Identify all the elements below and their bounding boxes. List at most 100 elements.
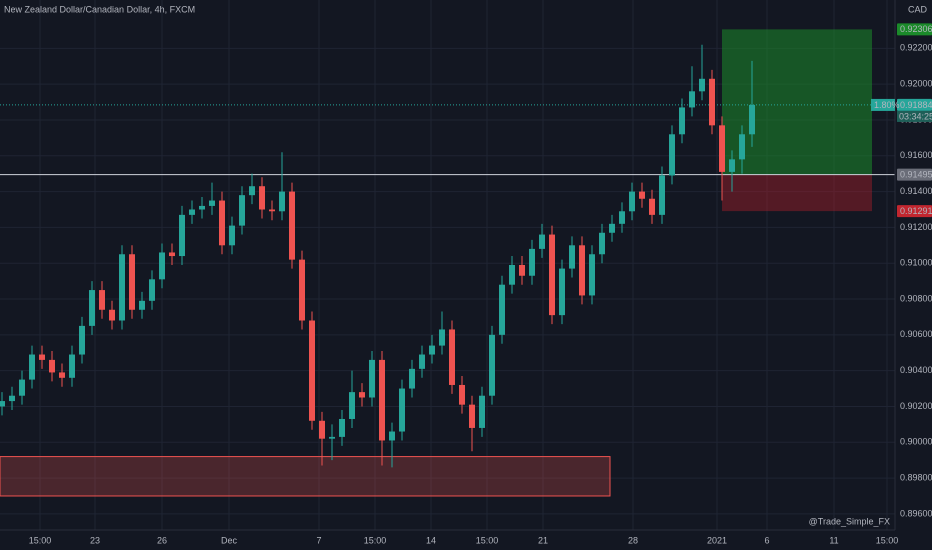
y-tick-label: 0.90400 [900, 365, 932, 375]
x-tick-label: 14 [426, 535, 436, 545]
x-tick-label: 15:00 [476, 535, 499, 545]
candle-body [139, 300, 145, 310]
stop-label: 0.91291 [900, 206, 932, 216]
x-tick-label: 26 [157, 535, 167, 545]
candle-body [639, 191, 645, 199]
change-label: 1.80% [874, 100, 900, 110]
candle-body [699, 78, 705, 92]
x-tick-label: 15:00 [876, 535, 899, 545]
x-tick-label: 28 [628, 535, 638, 545]
candle-body [189, 209, 195, 215]
candle-body [379, 359, 385, 441]
candle-body [659, 175, 665, 215]
countdown-box [897, 110, 932, 122]
candle-body [269, 209, 275, 212]
watermark: @Trade_Simple_FX [809, 516, 890, 526]
last-price-label-box [897, 98, 932, 111]
stop-label-box [897, 205, 932, 218]
target-label: 0.92306 [900, 24, 932, 34]
candle-body [499, 284, 505, 335]
candle-body [49, 359, 55, 373]
candle-body [539, 234, 545, 249]
candle-body [9, 395, 15, 402]
candle-body [19, 379, 25, 396]
candle-body [739, 134, 745, 160]
candle-body [209, 200, 215, 206]
candle-body [59, 372, 65, 378]
y-tick-label: 0.91200 [900, 222, 932, 232]
candle-body [439, 329, 445, 346]
x-tick-label: 7 [316, 535, 321, 545]
y-tick-label: 0.91000 [900, 258, 932, 268]
candle-body [179, 214, 185, 257]
countdown: 03:34:25 [899, 111, 932, 121]
y-tick-label: 0.92200 [900, 43, 932, 53]
candle-body [249, 186, 255, 196]
candle-body [689, 91, 695, 108]
y-tick-label: 0.90600 [900, 329, 932, 339]
candle-body [679, 107, 685, 135]
x-tick-label: 23 [90, 535, 100, 545]
y-tick-label: 0.91600 [900, 150, 932, 160]
candle-body [629, 191, 635, 212]
profit-zone [722, 29, 872, 175]
x-tick-label: 11 [829, 535, 838, 545]
y-tick-label: 0.90200 [900, 401, 932, 411]
x-tick-label: 15:00 [29, 535, 52, 545]
price-axis [895, 0, 932, 550]
candle-body [449, 329, 455, 385]
candle-body [79, 325, 85, 355]
candle-body [199, 205, 205, 210]
y-tick-label: 0.90800 [900, 293, 932, 303]
candle-body [409, 368, 415, 389]
x-tick-label: 21 [538, 535, 548, 545]
candle-body [89, 290, 95, 326]
candle-body [749, 104, 755, 135]
y-tick-label: 0.92000 [900, 79, 932, 89]
candle-body [729, 159, 735, 172]
candle-body [509, 265, 515, 285]
candle-body [259, 186, 265, 210]
candle-body [369, 359, 375, 398]
y-tick-label: 0.89800 [900, 472, 932, 482]
candle-body [649, 198, 655, 215]
candle-body [299, 259, 305, 321]
last-price-label: 0.91884 [900, 100, 932, 110]
y-tick-label: 0.89600 [900, 508, 932, 518]
candle-body [559, 268, 565, 316]
candle-body [489, 334, 495, 396]
candle-body [219, 200, 225, 246]
candle-body [319, 420, 325, 439]
y-tick-label: 0.90000 [900, 437, 932, 447]
candle-body [519, 265, 525, 276]
candle-body [459, 384, 465, 405]
candle-body [709, 78, 715, 126]
candle-body [309, 320, 315, 421]
candle-body [419, 354, 425, 369]
change-box [871, 98, 895, 111]
candle-body [109, 309, 115, 321]
candle-body [469, 404, 475, 428]
candle-body [399, 388, 405, 432]
x-tick-label: 15:00 [364, 535, 387, 545]
candle-body [349, 392, 355, 419]
support-zone [0, 456, 611, 497]
y-tick-label: 0.91400 [900, 186, 932, 196]
candle-body [289, 191, 295, 260]
candle-body [719, 125, 725, 172]
x-tick-label: Dec [221, 535, 238, 545]
candle-body [429, 345, 435, 355]
candle-body [29, 354, 35, 380]
candle-body [619, 211, 625, 224]
currency-label: CAD [908, 4, 928, 14]
candle-body [569, 245, 575, 269]
candle-body [599, 232, 605, 255]
candle-body [149, 279, 155, 301]
candle-body [669, 134, 675, 176]
candle-body [39, 354, 45, 360]
candle-body [99, 290, 105, 310]
candle-body [609, 223, 615, 233]
target-label-box [897, 23, 932, 36]
candle-body [579, 245, 585, 296]
